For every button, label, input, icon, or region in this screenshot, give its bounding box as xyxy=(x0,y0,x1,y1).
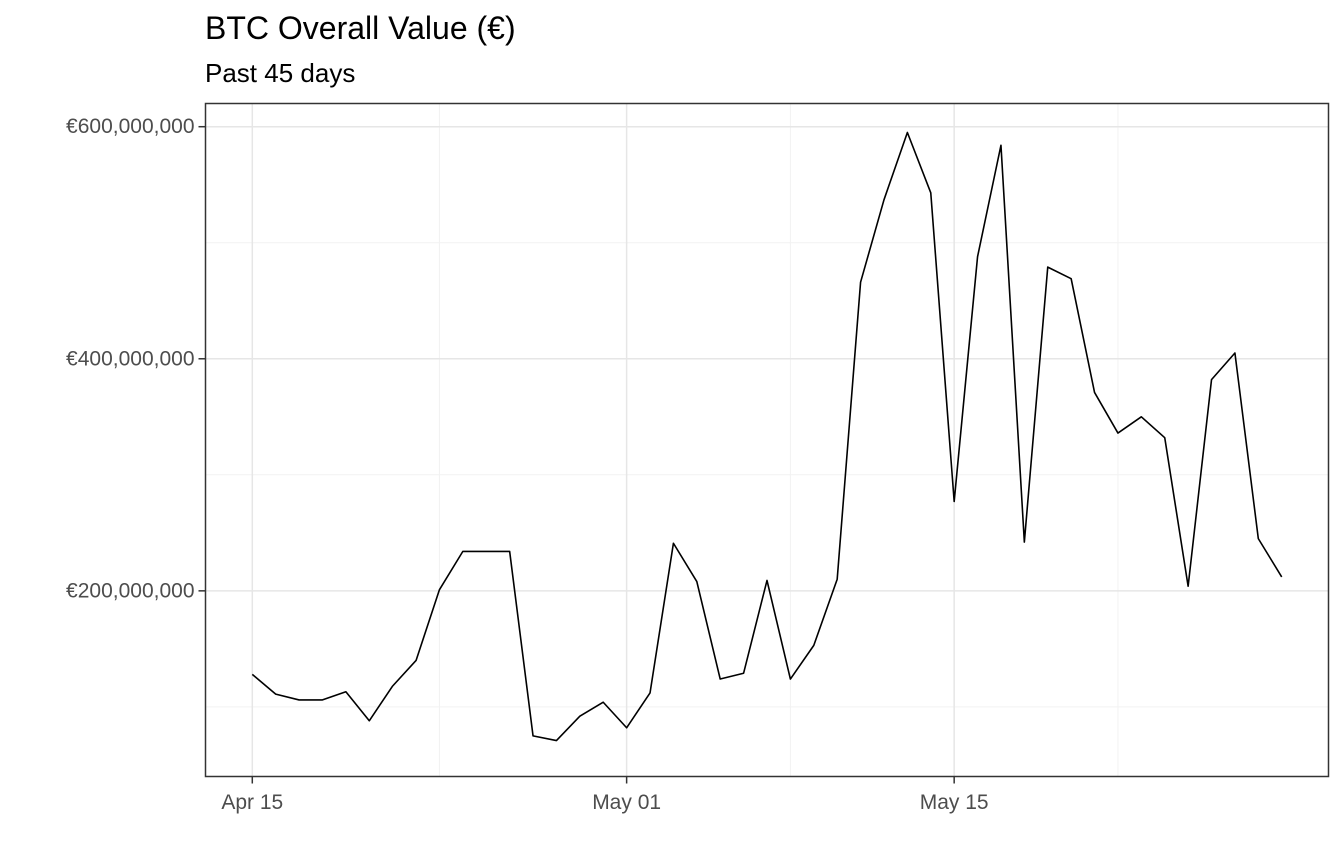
series-line xyxy=(251,131,1283,742)
x-tick-label: May 15 xyxy=(920,791,989,814)
x-tick-label: May 01 xyxy=(592,791,661,814)
y-tick-label: €200,000,000 xyxy=(66,579,194,602)
chart-title: BTC Overall Value (€) xyxy=(205,10,516,46)
plot-panel-border xyxy=(204,102,1330,778)
x-tick-label: Apr 15 xyxy=(221,791,283,814)
grid-lines xyxy=(205,103,1329,777)
chart-subtitle: Past 45 days xyxy=(205,58,356,88)
axes: €200,000,000 €400,000,000 €600,000,000 Apr … xyxy=(66,115,989,814)
y-tick-label: €400,000,000 xyxy=(66,347,194,370)
y-tick-label: €600,000,000 xyxy=(66,115,194,138)
series-line-layer xyxy=(251,131,1283,742)
